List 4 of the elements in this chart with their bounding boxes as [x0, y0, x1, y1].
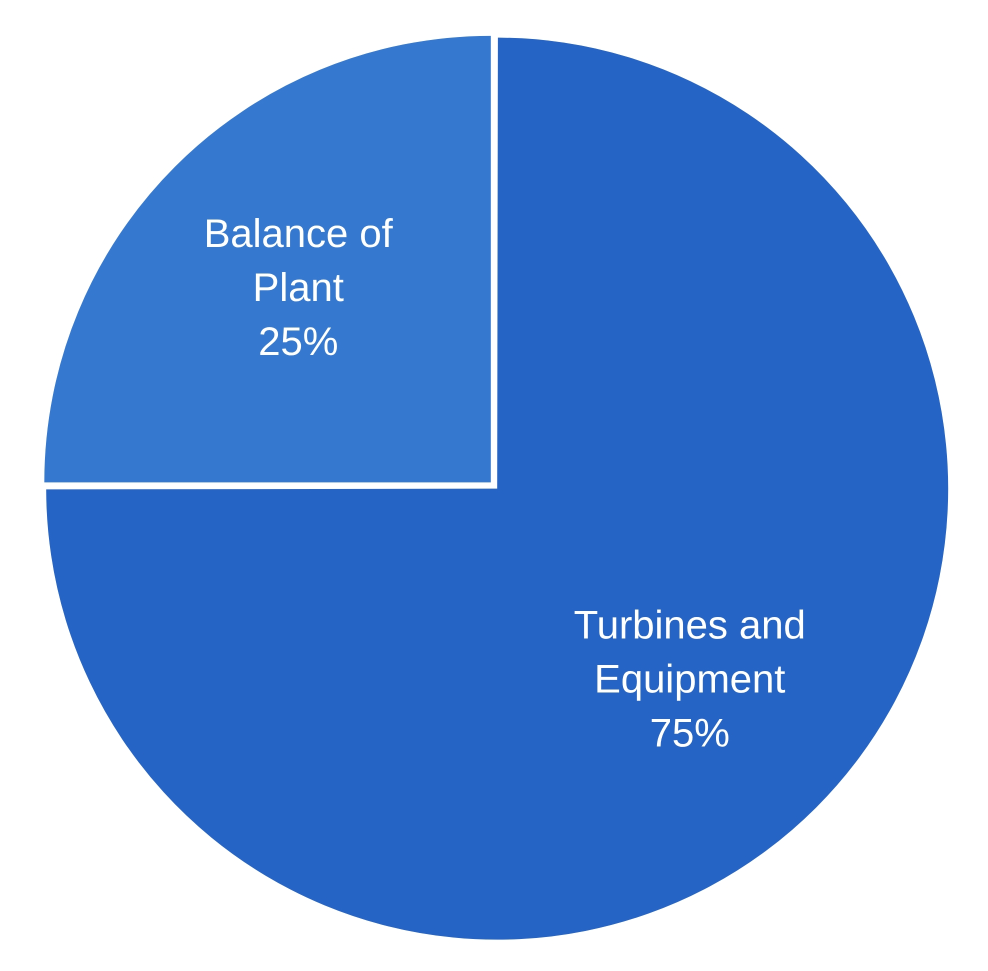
slice-label: Turbines and Equipment [574, 603, 806, 702]
data-label: 25% [258, 320, 338, 364]
data-label: 75% [650, 711, 730, 756]
slice-label: Balance of Plant [204, 212, 394, 310]
